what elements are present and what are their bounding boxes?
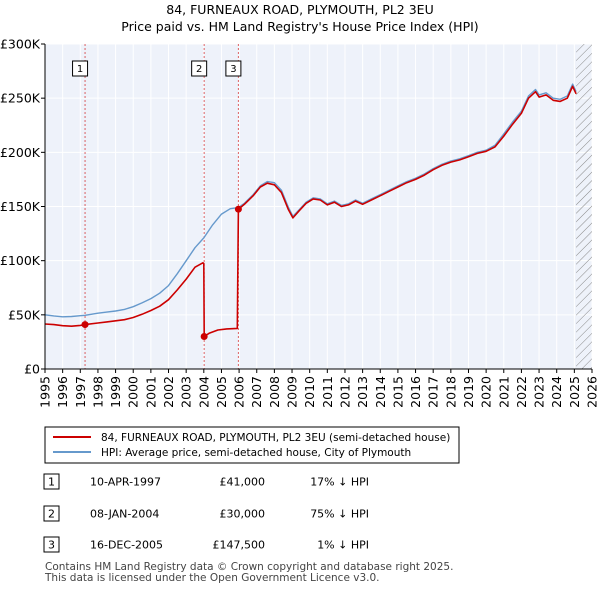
sale-marker-box: 1 bbox=[72, 60, 89, 77]
x-tick-label: 2025 bbox=[567, 376, 582, 408]
x-tick-label: 2023 bbox=[532, 376, 547, 408]
table-row: 2 08-JAN-2004 £30,000 75% ↓ HPI bbox=[43, 505, 369, 522]
table-row: 1 10-APR-1997 £41,000 17% ↓ HPI bbox=[43, 473, 369, 490]
x-tick-label: 2002 bbox=[161, 376, 176, 408]
sale-marker-boxes: 1 2 3 bbox=[72, 60, 242, 77]
sale-marker-label: 1 bbox=[77, 64, 83, 75]
legend-box bbox=[44, 426, 460, 464]
x-tick-label: 2020 bbox=[479, 376, 494, 408]
grid-lines bbox=[44, 43, 593, 370]
series-lines bbox=[44, 83, 577, 338]
x-axis: 1995 1996 1997 1998 1999 2000 2001 2002 2003 2004… bbox=[38, 368, 600, 408]
x-tick-label: 2016 bbox=[408, 376, 423, 408]
sale-marker-box-rect bbox=[225, 60, 242, 77]
y-tick-label: £150K bbox=[0, 199, 41, 214]
x-tick-label: 2000 bbox=[126, 376, 141, 408]
sale-marker-box: 3 bbox=[225, 60, 242, 77]
x-tick-label: 2017 bbox=[426, 376, 441, 408]
sale-marker-box-rect bbox=[72, 60, 89, 77]
row-price: £30,000 bbox=[220, 508, 266, 521]
row-date: 16-DEC-2005 bbox=[90, 539, 163, 552]
row-date: 10-APR-1997 bbox=[90, 476, 161, 489]
legend-label-hpi: HPI: Average price, semi-detached house,… bbox=[101, 447, 411, 459]
x-tick-label: 2010 bbox=[302, 376, 317, 408]
row-number-box bbox=[43, 505, 60, 522]
hpi-line bbox=[44, 83, 577, 318]
x-tick-label: 2012 bbox=[337, 376, 352, 408]
sale-point bbox=[200, 333, 208, 340]
price-paid-line bbox=[44, 85, 577, 338]
sale-marker-box-rect bbox=[191, 60, 208, 77]
row-number-box bbox=[43, 473, 60, 490]
sale-marker-label: 2 bbox=[196, 64, 202, 75]
x-tick-label: 1995 bbox=[38, 376, 53, 408]
sale-points bbox=[81, 205, 242, 340]
x-tick-label: 2001 bbox=[143, 376, 158, 408]
x-tick-label: 2009 bbox=[285, 376, 300, 408]
x-tick-label: 2021 bbox=[496, 376, 511, 408]
x-tick-label: 2018 bbox=[443, 376, 458, 408]
x-tick-label: 2013 bbox=[355, 376, 370, 408]
legend-label-price: 84, FURNEAUX ROAD, PLYMOUTH, PL2 3EU (se… bbox=[101, 432, 450, 444]
x-tick-label: 2019 bbox=[461, 376, 476, 408]
x-tick-label: 2024 bbox=[549, 376, 564, 408]
row-price: £147,500 bbox=[213, 539, 266, 552]
footer-licence: This data is licensed under the Open Gov… bbox=[44, 572, 380, 584]
x-tick-label: 2011 bbox=[320, 376, 335, 408]
row-number: 2 bbox=[48, 508, 55, 521]
row-hpi: 1% ↓ HPI bbox=[317, 539, 369, 552]
x-tick-label: 2008 bbox=[267, 376, 282, 408]
y-tick-label: £0 bbox=[24, 362, 40, 377]
row-price: £41,000 bbox=[220, 476, 266, 489]
y-tick-label: £200K bbox=[0, 145, 41, 160]
x-tick-label: 2014 bbox=[373, 376, 388, 408]
x-tick-label: 1997 bbox=[73, 376, 88, 408]
x-tick-label: 2022 bbox=[514, 376, 529, 408]
y-axis: £0 £50K £100K £150K £200K £250K £300K bbox=[0, 37, 46, 377]
legend: 84, FURNEAUX ROAD, PLYMOUTH, PL2 3EU (se… bbox=[44, 426, 460, 464]
x-tick-label: 2004 bbox=[196, 376, 211, 408]
sale-point bbox=[234, 205, 242, 213]
footer-copyright: Contains HM Land Registry data © Crown c… bbox=[45, 561, 453, 573]
row-hpi: 17% ↓ HPI bbox=[310, 476, 369, 489]
y-tick-label: £100K bbox=[0, 253, 41, 268]
y-tick-label: £250K bbox=[0, 91, 41, 106]
row-date: 08-JAN-2004 bbox=[90, 508, 159, 521]
x-tick-label: 2005 bbox=[214, 376, 229, 408]
table-row: 3 16-DEC-2005 £147,500 1% ↓ HPI bbox=[43, 536, 369, 553]
sale-point bbox=[81, 321, 89, 329]
x-tick-label: 2007 bbox=[249, 376, 264, 408]
chart-title-line-1: 84, FURNEAUX ROAD, PLYMOUTH, PL2 3EU bbox=[166, 2, 433, 17]
x-tick-label: 2026 bbox=[585, 376, 600, 408]
y-tick-label: £50K bbox=[8, 307, 41, 322]
row-number: 1 bbox=[48, 476, 55, 489]
x-tick-label: 2006 bbox=[232, 376, 247, 408]
transactions-table: 1 10-APR-1997 £41,000 17% ↓ HPI 2 08-JAN… bbox=[43, 473, 369, 553]
row-hpi: 75% ↓ HPI bbox=[310, 508, 369, 521]
x-tick-label: 1999 bbox=[108, 376, 123, 408]
y-tick-label: £300K bbox=[0, 37, 41, 52]
x-tick-label: 1998 bbox=[90, 376, 105, 408]
x-tick-label: 2003 bbox=[179, 376, 194, 408]
row-number-box bbox=[43, 536, 60, 553]
chart-title-line-2: Price paid vs. HM Land Registry's House … bbox=[121, 19, 478, 34]
sale-marker-label: 3 bbox=[230, 64, 236, 75]
plot-area: 1 2 3 bbox=[44, 43, 593, 370]
row-number: 3 bbox=[48, 539, 55, 552]
x-tick-label: 1996 bbox=[55, 376, 70, 408]
future-hatch-region bbox=[576, 44, 592, 369]
sale-marker-box: 2 bbox=[191, 60, 208, 77]
x-tick-label: 2015 bbox=[390, 376, 405, 408]
